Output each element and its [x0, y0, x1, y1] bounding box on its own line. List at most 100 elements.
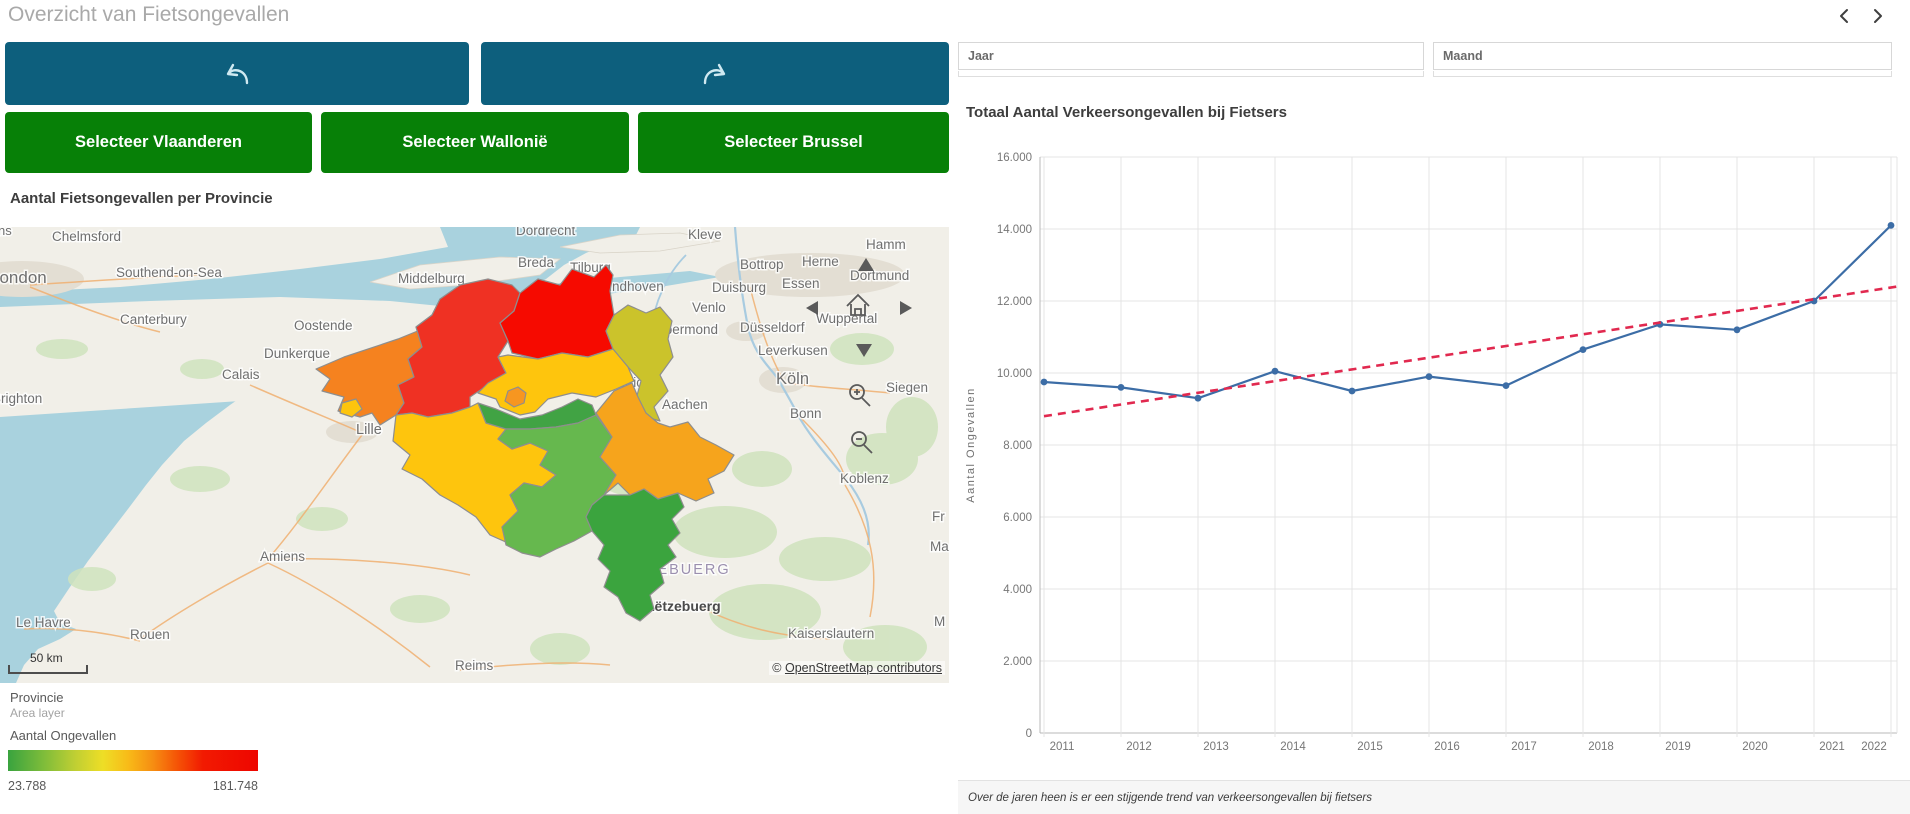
undo-button[interactable] — [5, 42, 469, 105]
map-city-label: Amiens — [260, 549, 305, 564]
map-city-label: Düsseldorf — [740, 320, 805, 335]
map-city-label: Wuppertal — [816, 311, 877, 326]
y-tick-label: 12.000 — [997, 296, 1032, 308]
filter-jaar-strip — [958, 71, 1424, 77]
map-city-label: Fr — [932, 509, 945, 524]
map-city-label: Albans — [0, 227, 12, 238]
x-tick-label: 2021 — [1819, 741, 1845, 753]
map-city-label: Ma — [930, 539, 949, 554]
map-city-label: Reims — [455, 658, 494, 673]
page-title: Overzicht van Fietsongevallen — [8, 3, 290, 26]
map-attribution: © OpenStreetMap contributors — [769, 661, 945, 675]
data-line — [1043, 224, 1892, 400]
legend-measure: Aantal Ongevallen — [10, 728, 117, 743]
chart-grid: 0 2.000 4.000 6.000 8.000 10.000 12.000 14.000 1… — [997, 152, 1898, 753]
map-roads — [23, 274, 891, 671]
map-city-label: Kleve — [688, 227, 722, 242]
pan-right-icon[interactable] — [900, 301, 912, 315]
map-city-label: Aachen — [662, 397, 708, 412]
y-tick-label: 4.000 — [1003, 584, 1032, 596]
map-controls — [806, 258, 912, 454]
map-city-label: Rouen — [130, 627, 170, 642]
map-city-label: Bonn — [790, 406, 822, 421]
pan-left-icon[interactable] — [806, 301, 818, 315]
data-point[interactable] — [1348, 387, 1356, 395]
map-city-label: Leverkusen — [758, 343, 828, 358]
map-city-label: Brighton — [0, 391, 42, 406]
map-city-label: Calais — [222, 367, 260, 382]
map-city-label: Venlo — [692, 300, 726, 315]
y-tick-label: 16.000 — [997, 152, 1032, 164]
chevron-right-icon — [1866, 8, 1890, 24]
pan-down-icon[interactable] — [856, 344, 872, 357]
legend-layer-name: Provincie — [10, 690, 64, 705]
map-city-label: Dunkerque — [264, 346, 330, 361]
data-point[interactable] — [1425, 373, 1433, 380]
y-axis-title: Aantal Ongevallen — [965, 387, 977, 502]
select-vlaanderen-button[interactable]: Selecteer Vlaanderen — [5, 112, 312, 173]
map-attribution-prefix: © — [772, 661, 782, 675]
map-city-label: Southend-on-Sea — [116, 265, 222, 280]
map-city-label: Le Havre — [16, 615, 71, 630]
x-tick-label: 2020 — [1742, 741, 1768, 753]
choropleth-map[interactable]: Albans Chelmsford London Southend-on-Sea Can… — [0, 227, 949, 683]
y-tick-label: 6.000 — [1003, 512, 1032, 524]
home-icon[interactable] — [846, 293, 870, 316]
pan-up-icon[interactable] — [858, 258, 874, 271]
province-luxemburg[interactable] — [585, 488, 685, 622]
province-brussel[interactable] — [504, 386, 527, 408]
y-tick-label: 14.000 — [997, 224, 1032, 236]
map-city-label: Chelmsford — [52, 229, 121, 244]
data-point[interactable] — [1887, 222, 1895, 229]
x-tick-label: 2012 — [1126, 741, 1152, 753]
data-point[interactable] — [1117, 384, 1125, 391]
x-tick-label: 2015 — [1357, 741, 1383, 753]
x-tick-label: 2014 — [1280, 741, 1306, 753]
x-tick-label: 2018 — [1588, 741, 1614, 753]
legend-min-value: 23.788 — [8, 779, 47, 793]
x-tick-label: 2019 — [1665, 741, 1691, 753]
filter-maand[interactable]: Maand — [1433, 42, 1892, 77]
map-city-label: Kaiserslautern — [788, 626, 874, 641]
data-point[interactable] — [1040, 378, 1048, 386]
map-city-label: Middelburg — [398, 271, 465, 286]
redo-button[interactable] — [481, 42, 949, 105]
y-tick-label: 2.000 — [1003, 656, 1032, 668]
province-hainaut-exclave[interactable] — [339, 398, 363, 418]
sheet-prev-button[interactable] — [1832, 5, 1856, 27]
select-brussel-button[interactable]: Selecteer Brussel — [638, 112, 949, 173]
select-brussel-label: Selecteer Brussel — [724, 133, 863, 151]
map-city-label: Koblenz — [840, 471, 889, 486]
x-tick-label: 2011 — [1050, 741, 1075, 753]
map-city-label: Hamm — [866, 237, 906, 252]
chart-footnote: Over de jaren heen is er een stijgende t… — [958, 780, 1910, 814]
line-chart: 0 2.000 4.000 6.000 8.000 10.000 12.000 14.000 1… — [965, 152, 1898, 753]
chart-footnote-text: Over de jaren heen is er een stijgende t… — [968, 791, 1373, 804]
map-city-label: M — [934, 614, 945, 629]
sheet-next-button[interactable] — [1866, 5, 1890, 27]
select-wallonie-button[interactable]: Selecteer Wallonië — [321, 112, 629, 173]
y-tick-label: 10.000 — [997, 368, 1032, 380]
zoom-out-icon[interactable] — [851, 431, 873, 454]
filter-maand-label: Maand — [1433, 42, 1892, 70]
redo-icon — [698, 59, 732, 89]
select-vlaanderen-label: Selecteer Vlaanderen — [75, 133, 242, 151]
map-attribution-link[interactable]: OpenStreetMap contributors — [784, 661, 942, 675]
chevron-left-icon — [1832, 8, 1856, 24]
select-wallonie-label: Selecteer Wallonië — [402, 133, 548, 151]
data-point[interactable] — [1502, 382, 1510, 389]
data-point[interactable] — [1733, 326, 1741, 334]
zoom-in-icon[interactable] — [849, 384, 871, 407]
data-point[interactable] — [1194, 394, 1202, 402]
map-city-label: Canterbury — [120, 312, 187, 327]
data-point[interactable] — [1579, 346, 1587, 353]
map-city-label: Eindhoven — [600, 279, 664, 294]
x-tick-label: 2013 — [1203, 741, 1229, 753]
map-urban-areas — [0, 253, 905, 443]
legend-gradient-bar — [8, 750, 258, 771]
filter-jaar[interactable]: Jaar — [958, 42, 1424, 77]
trend-line — [1043, 285, 1898, 418]
map-city-label: Bottrop — [740, 257, 784, 272]
data-point[interactable] — [1271, 367, 1279, 375]
